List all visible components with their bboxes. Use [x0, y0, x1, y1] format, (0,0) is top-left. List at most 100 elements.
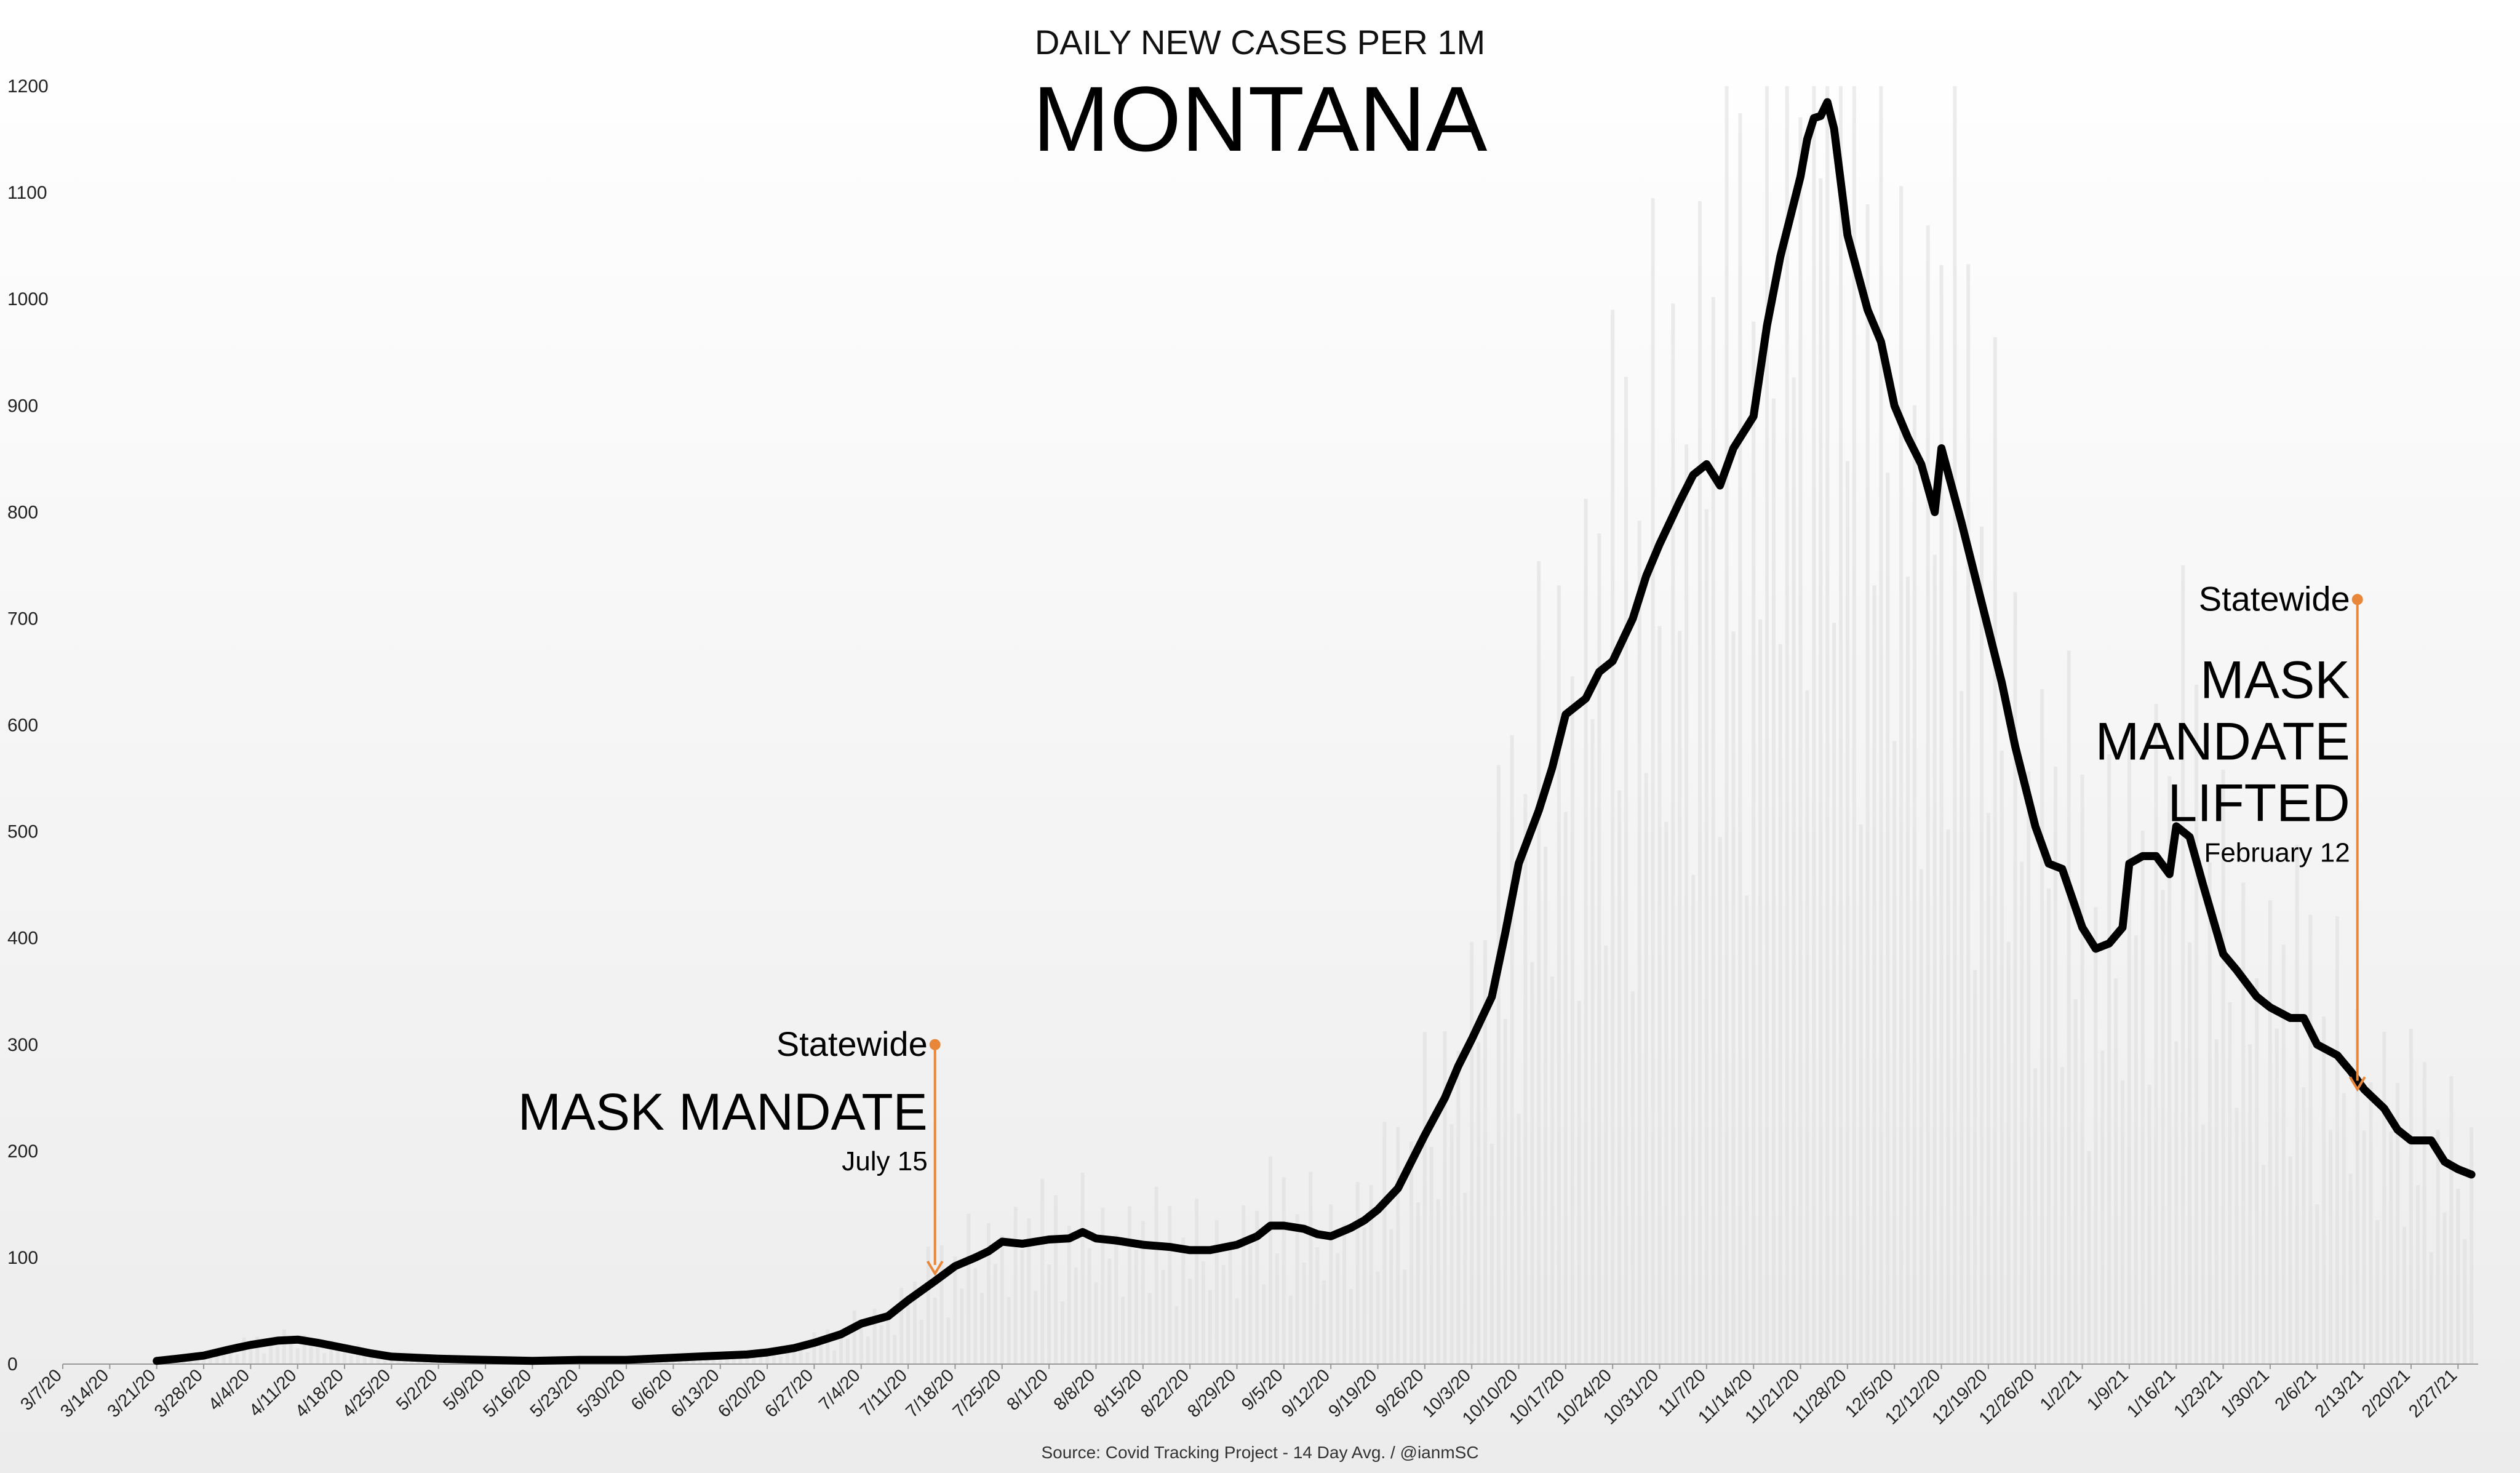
- daily-bar: [1517, 1114, 1521, 1364]
- daily-bar: [1228, 1240, 1232, 1364]
- daily-bar: [2382, 1032, 2386, 1364]
- daily-bar: [980, 1293, 984, 1364]
- daily-bar: [195, 1357, 199, 1364]
- daily-bar: [1134, 1250, 1138, 1364]
- y-tick-label: 800: [7, 502, 38, 522]
- daily-bar: [2375, 1220, 2380, 1364]
- daily-bar: [1825, 86, 1830, 1364]
- daily-bar: [752, 1357, 756, 1364]
- daily-bar: [1443, 1031, 1447, 1364]
- daily-bar: [1235, 1298, 1239, 1364]
- daily-bar: [2255, 978, 2259, 1364]
- daily-bar: [1389, 1229, 1394, 1364]
- daily-bar: [1745, 895, 1749, 1364]
- daily-bar: [1611, 309, 1615, 1364]
- daily-bar: [2322, 1016, 2326, 1364]
- daily-bar: [1651, 198, 1655, 1365]
- daily-bar: [919, 1320, 923, 1364]
- daily-bar: [329, 1339, 333, 1364]
- daily-bar: [343, 1344, 346, 1364]
- daily-bar: [1771, 398, 1776, 1364]
- average-line: [153, 98, 2476, 1365]
- daily-bar: [2027, 771, 2031, 1364]
- daily-bar: [792, 1349, 796, 1364]
- daily-bar: [1966, 264, 1971, 1364]
- daily-bars: [154, 86, 2474, 1365]
- daily-bar: [2308, 914, 2313, 1364]
- daily-bar: [1617, 790, 1622, 1364]
- y-tick-label: 500: [7, 822, 38, 842]
- daily-bar: [993, 1264, 997, 1364]
- daily-bar: [2262, 1165, 2265, 1364]
- daily-bar: [1101, 1208, 1105, 1364]
- daily-bar: [1322, 1280, 1326, 1364]
- daily-bar: [1879, 86, 1883, 1364]
- daily-bar: [1671, 303, 1675, 1364]
- daily-bar: [1128, 1206, 1131, 1364]
- daily-bar: [2422, 1062, 2426, 1364]
- daily-bar: [1013, 1207, 1018, 1364]
- daily-bar: [1859, 824, 1863, 1364]
- daily-bar: [1477, 1042, 1481, 1364]
- daily-bar: [1436, 1199, 1440, 1364]
- daily-bar: [1765, 86, 1769, 1364]
- daily-bar: [852, 1311, 856, 1364]
- daily-bar: [1711, 297, 1715, 1365]
- daily-bar: [2288, 1156, 2292, 1364]
- daily-bar: [960, 1288, 964, 1364]
- daily-bar: [235, 1354, 239, 1364]
- daily-bar: [2268, 900, 2272, 1364]
- daily-bar: [1624, 377, 1628, 1364]
- daily-bar: [1295, 1214, 1299, 1364]
- daily-bar: [1208, 1290, 1212, 1364]
- daily-bar: [1960, 691, 1964, 1364]
- annotation-dot: [929, 1039, 941, 1050]
- daily-bar: [2409, 1028, 2413, 1364]
- daily-bar: [2463, 1239, 2467, 1364]
- daily-bar: [2348, 1173, 2353, 1364]
- daily-bar: [933, 1298, 937, 1364]
- daily-bar: [2362, 1130, 2366, 1364]
- daily-bar: [2047, 888, 2051, 1364]
- daily-bar: [2195, 684, 2198, 1364]
- annotations: Statewide MASK MANDATE July 15 Statewide MAS…: [518, 579, 2366, 1276]
- daily-bar: [2054, 767, 2057, 1364]
- y-tick-label: 1200: [7, 76, 49, 97]
- daily-bar: [1644, 773, 1648, 1364]
- daily-bar: [2140, 831, 2145, 1364]
- daily-bar: [2147, 1084, 2151, 1364]
- daily-bar: [785, 1344, 789, 1364]
- daily-bar: [2167, 776, 2172, 1364]
- daily-bar: [2329, 1130, 2333, 1364]
- daily-bar: [2020, 861, 2024, 1364]
- daily-bar: [2241, 882, 2246, 1364]
- daily-bar: [389, 1358, 394, 1364]
- daily-bar: [886, 1314, 890, 1364]
- daily-bar: [2402, 1226, 2406, 1364]
- daily-bar: [765, 1354, 770, 1364]
- annotation-date-label: February 12: [2204, 837, 2350, 868]
- daily-bar: [1932, 554, 1937, 1364]
- daily-bar: [819, 1345, 823, 1364]
- daily-bar: [2248, 1044, 2252, 1364]
- daily-bar: [2201, 1124, 2205, 1364]
- daily-bar: [2100, 1050, 2105, 1364]
- daily-bar: [2013, 592, 2017, 1364]
- daily-bar: [1154, 1186, 1158, 1364]
- daily-bar: [1282, 1177, 1286, 1364]
- daily-bar: [1315, 1247, 1320, 1364]
- daily-bar: [1657, 626, 1662, 1364]
- daily-bar: [1336, 1253, 1340, 1364]
- daily-bar: [1074, 1267, 1078, 1364]
- daily-bar: [906, 1303, 911, 1364]
- daily-bar: [1510, 735, 1514, 1364]
- daily-bar: [1691, 875, 1696, 1364]
- annotation-big-label: MASK MANDATE: [518, 1083, 928, 1141]
- daily-bar: [1141, 1221, 1145, 1364]
- daily-bar: [262, 1353, 266, 1364]
- daily-bar: [1087, 1248, 1091, 1364]
- daily-bar: [282, 1329, 286, 1364]
- daily-bar: [2040, 689, 2044, 1364]
- y-tick-label: 400: [7, 928, 38, 949]
- daily-bar: [805, 1352, 810, 1364]
